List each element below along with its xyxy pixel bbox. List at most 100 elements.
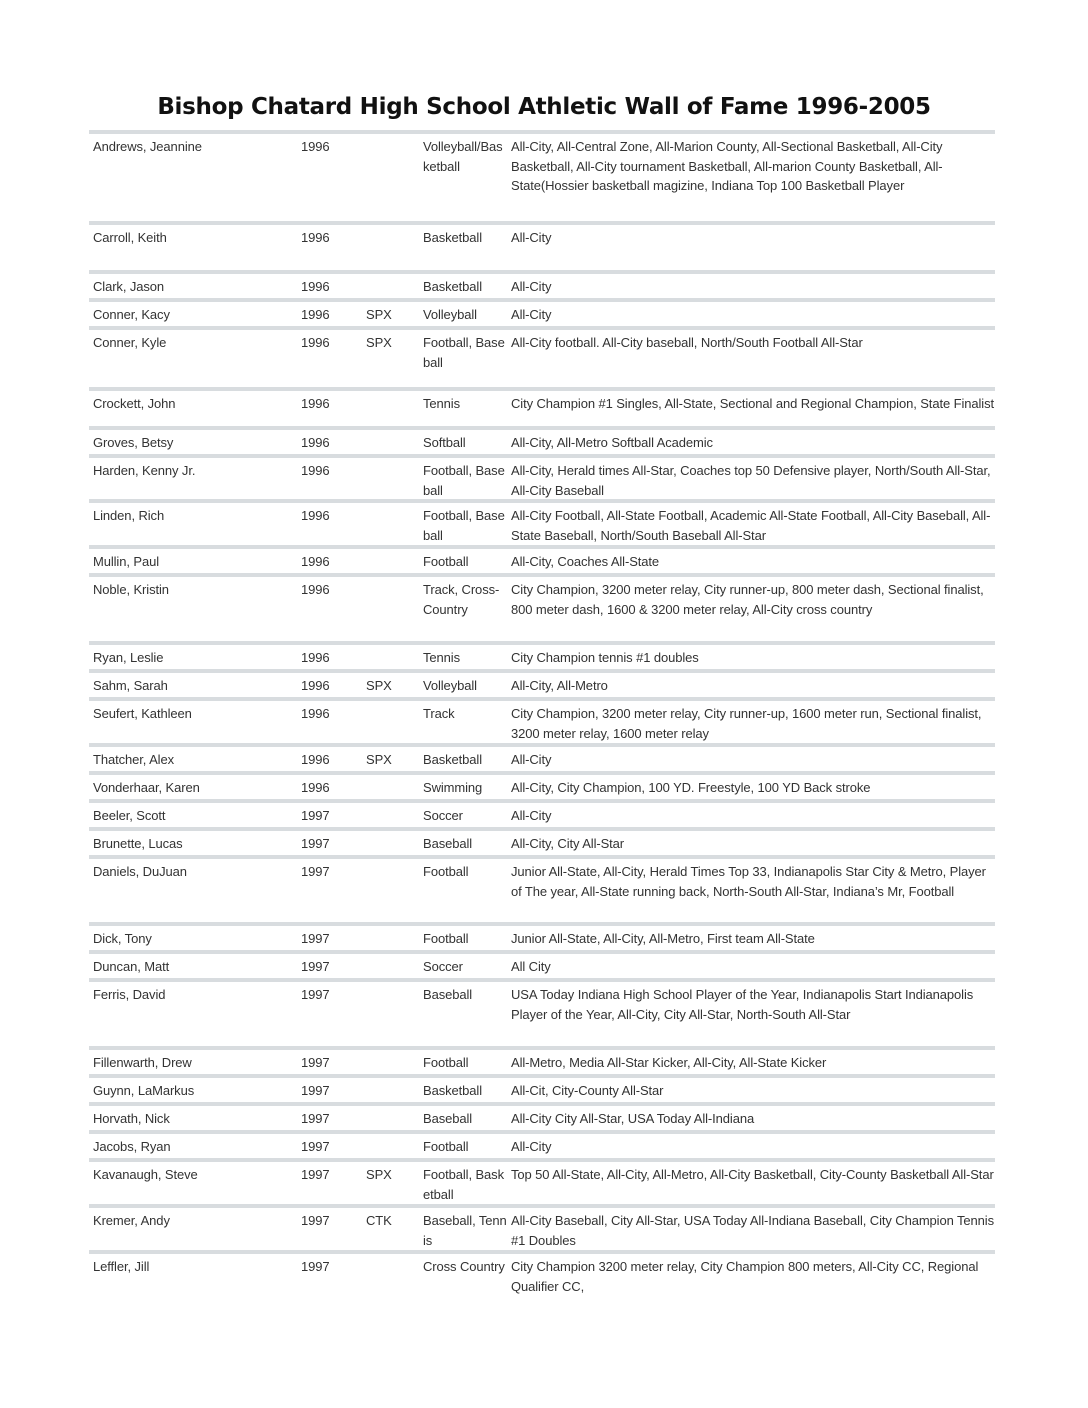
cell-honors: All-City, City Champion, 100 YD. Freesty… <box>511 780 871 795</box>
cell-name: Conner, Kacy <box>93 307 170 322</box>
table-row: Duncan, Matt 1997 Soccer All City <box>89 950 995 978</box>
cell-name: Clark, Jason <box>93 279 165 294</box>
cell-year: 1996 <box>301 554 330 569</box>
table-row: Leffler, Jill 1997 Cross Country City Champ… <box>89 1250 995 1300</box>
cell-year: 1996 <box>301 396 330 411</box>
cell-year: 1996 <box>301 582 330 597</box>
cell-sport: Track, Cross-Country <box>423 582 500 617</box>
cell-sport: Baseball <box>423 987 473 1002</box>
cell-name: Leffler, Jill <box>93 1259 150 1274</box>
table-row: Fillenwarth, Drew 1997 Football All-Metro, … <box>89 1046 995 1074</box>
cell-school: SPX <box>366 1167 392 1182</box>
cell-honors: Junior All-State, All-City, All-Metro, F… <box>511 931 815 946</box>
cell-sport: Swimming <box>423 780 483 795</box>
cell-year: 1996 <box>301 678 330 693</box>
cell-honors: All City <box>511 959 551 974</box>
cell-year: 1997 <box>301 1111 330 1126</box>
cell-sport: Football, Baseball <box>423 335 505 370</box>
cell-sport: Soccer <box>423 808 463 823</box>
table-row: Brunette, Lucas 1997 Baseball All-City, Cit… <box>89 827 995 855</box>
cell-name: Brunette, Lucas <box>93 836 183 851</box>
cell-sport: Volleyball <box>423 678 477 693</box>
cell-school: CTK <box>366 1213 392 1228</box>
cell-school: SPX <box>366 335 392 350</box>
cell-school: SPX <box>366 752 392 767</box>
table-row: Carroll, Keith 1996 Basketball All-City <box>89 221 995 270</box>
cell-sport: Track <box>423 706 455 721</box>
cell-honors: All-City <box>511 279 552 294</box>
cell-sport: Cross Country <box>423 1259 505 1274</box>
cell-name: Ferris, David <box>93 987 166 1002</box>
cell-honors: All-City <box>511 307 552 322</box>
cell-name: Conner, Kyle <box>93 335 167 350</box>
cell-name: Noble, Kristin <box>93 582 169 597</box>
cell-honors: City Champion, 3200 meter relay, City ru… <box>511 582 984 617</box>
cell-name: Daniels, DuJuan <box>93 864 187 879</box>
table-row: Kavanaugh, Steve 1997 SPX Football, Basketb… <box>89 1158 995 1204</box>
cell-name: Carroll, Keith <box>93 230 167 245</box>
cell-sport: Football <box>423 864 469 879</box>
cell-honors: All-City, City All-Star <box>511 836 625 851</box>
cell-year: 1997 <box>301 1139 330 1154</box>
cell-sport: Tennis <box>423 650 460 665</box>
cell-year: 1996 <box>301 752 330 767</box>
table-row: Daniels, DuJuan 1997 Football Junior All-St… <box>89 855 995 922</box>
cell-honors: City Champion, 3200 meter relay, City ru… <box>511 706 982 741</box>
cell-honors: All-Cit, City-County All-Star <box>511 1083 664 1098</box>
cell-year: 1996 <box>301 650 330 665</box>
cell-year: 1996 <box>301 435 330 450</box>
cell-sport: Football <box>423 931 469 946</box>
cell-year: 1996 <box>301 463 330 478</box>
cell-sport: Basketball <box>423 752 482 767</box>
cell-honors: All-City <box>511 1139 552 1154</box>
cell-sport: Baseball, Tennis <box>423 1213 507 1248</box>
table-row: Seufert, Kathleen 1996 Track City Champion,… <box>89 697 995 743</box>
cell-sport: Football <box>423 1055 469 1070</box>
cell-name: Linden, Rich <box>93 508 165 523</box>
cell-sport: Volleyball/Basketball <box>423 139 503 174</box>
cell-name: Andrews, Jeannine <box>93 139 202 154</box>
cell-sport: Soccer <box>423 959 463 974</box>
table-row: Groves, Betsy 1996 Softball All-City, All-M… <box>89 426 995 454</box>
cell-school: SPX <box>366 307 392 322</box>
cell-honors: All-Metro, Media All-Star Kicker, All-Ci… <box>511 1055 827 1070</box>
cell-name: Fillenwarth, Drew <box>93 1055 192 1070</box>
cell-honors: All-City Football, All-State Football, A… <box>511 508 991 543</box>
cell-honors: City Champion tennis #1 doubles <box>511 650 699 665</box>
cell-name: Groves, Betsy <box>93 435 174 450</box>
table-row: Conner, Kacy 1996 SPX Volleyball All-City <box>89 298 995 326</box>
cell-sport: Baseball <box>423 836 473 851</box>
cell-year: 1996 <box>301 139 330 154</box>
cell-sport: Football, Baseball <box>423 508 505 543</box>
cell-sport: Basketball <box>423 230 482 245</box>
table-row: Thatcher, Alex 1996 SPX Basketball All-City <box>89 743 995 771</box>
cell-sport: Basketball <box>423 1083 482 1098</box>
cell-name: Mullin, Paul <box>93 554 159 569</box>
cell-year: 1996 <box>301 335 330 350</box>
cell-sport: Basketball <box>423 279 482 294</box>
cell-name: Dick, Tony <box>93 931 152 946</box>
cell-year: 1997 <box>301 987 330 1002</box>
cell-name: Horvath, Nick <box>93 1111 170 1126</box>
cell-year: 1996 <box>301 508 330 523</box>
cell-year: 1997 <box>301 1213 330 1228</box>
table-row: Linden, Rich 1996 Football, Baseball All-Ci… <box>89 499 995 545</box>
cell-honors: City Champion #1 Singles, All-State, Sec… <box>511 396 994 411</box>
table-row: Conner, Kyle 1996 SPX Football, Baseball All… <box>89 326 995 387</box>
cell-honors: All-City <box>511 230 552 245</box>
table-row: Dick, Tony 1997 Football Junior All-State, … <box>89 922 995 950</box>
table-row: Horvath, Nick 1997 Baseball All-City City A… <box>89 1102 995 1130</box>
cell-sport: Baseball <box>423 1111 473 1126</box>
cell-sport: Football <box>423 554 469 569</box>
cell-name: Guynn, LaMarkus <box>93 1083 195 1098</box>
cell-year: 1997 <box>301 864 330 879</box>
table-row: Mullin, Paul 1996 Football All-City, Coache… <box>89 545 995 573</box>
table-row: Andrews, Jeannine 1996 Volleyball/Basketba… <box>89 130 995 221</box>
cell-honors: All-City, Coaches All-State <box>511 554 660 569</box>
cell-name: Thatcher, Alex <box>93 752 174 767</box>
cell-honors: All-City <box>511 752 552 767</box>
cell-year: 1996 <box>301 230 330 245</box>
cell-name: Ryan, Leslie <box>93 650 164 665</box>
wall-of-fame-table: Andrews, Jeannine 1996 Volleyball/Basketba… <box>89 130 995 1300</box>
cell-school: SPX <box>366 678 392 693</box>
